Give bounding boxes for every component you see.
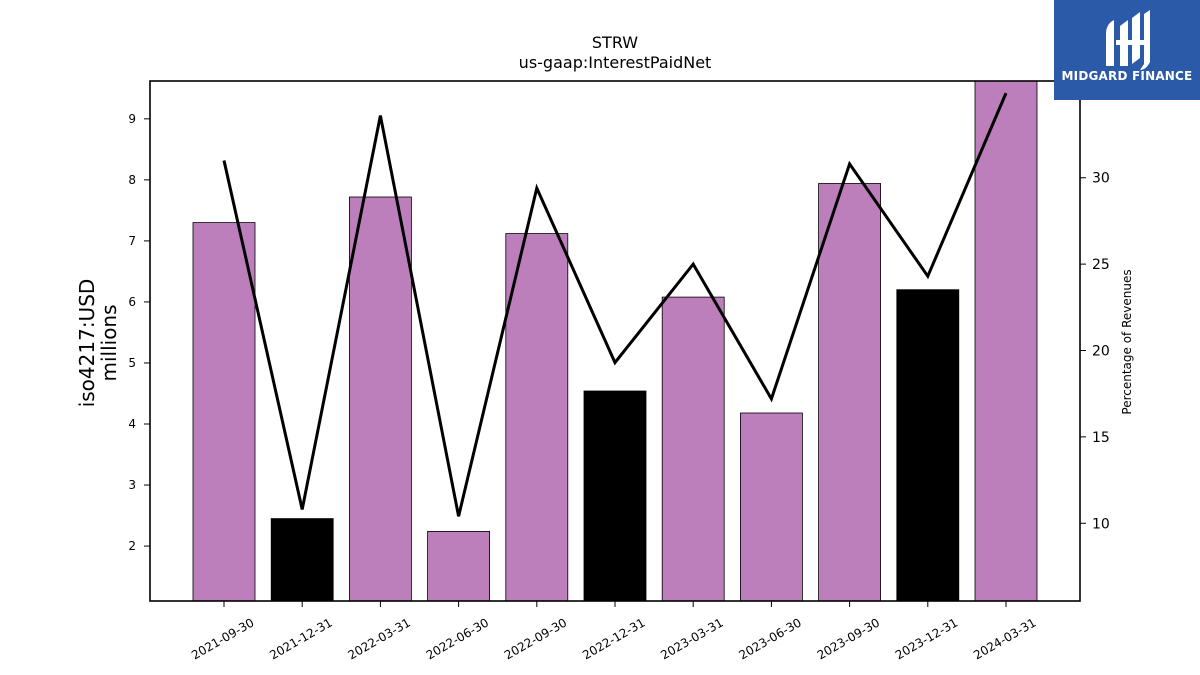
x-tick-label-2022-12-31: 2022-12-31 [580, 615, 647, 662]
x-tick-label-2022-06-30: 2022-06-30 [424, 615, 491, 662]
y-axis-label-left-line1: iso4217:USD [75, 279, 99, 408]
x-tick-label-2022-09-30: 2022-09-30 [502, 615, 569, 662]
x-tick-label-2023-12-31: 2023-12-31 [893, 615, 960, 662]
midgard-logo: MIDGARD FINANCE [1054, 0, 1200, 100]
left-axis: 2 3 4 5 6 7 8 9 [128, 112, 150, 553]
left-tick-label-8: 8 [128, 173, 136, 187]
right-tick-label-25: 25 [1092, 257, 1110, 273]
percentage-line [222, 92, 1008, 517]
midgard-logo-icon [1106, 10, 1150, 70]
x-tick-label-2023-03-31: 2023-03-31 [658, 615, 725, 662]
bar-2024-03-31 [974, 80, 1038, 602]
right-tick-label-30: 30 [1092, 171, 1110, 187]
left-tick-label-2: 2 [128, 539, 136, 553]
right-tick-label-20: 20 [1092, 344, 1110, 360]
x-tick-label-2021-09-30: 2021-09-30 [189, 615, 256, 662]
left-tick-label-6: 6 [128, 295, 136, 309]
x-tick-label-2021-12-31: 2021-12-31 [267, 615, 334, 662]
bar-2022-03-31 [348, 196, 412, 602]
left-tick-label-3: 3 [128, 478, 136, 492]
bar-2023-09-30 [818, 183, 881, 602]
left-tick-label-5: 5 [128, 356, 136, 370]
y-axis-label-right: Percentage of Revenues [1120, 269, 1134, 414]
left-tick-label-9: 9 [128, 112, 136, 126]
bar-2022-06-30 [427, 531, 491, 602]
right-axis: 10 15 20 25 30 [1080, 171, 1110, 532]
bars-layer [192, 80, 1038, 602]
bar-2023-12-31 [896, 289, 960, 602]
bar-2021-12-31 [270, 518, 334, 602]
right-tick-label-10: 10 [1092, 516, 1110, 532]
line-layer [222, 92, 1008, 517]
y-axis-label-left-line2: millions [97, 304, 121, 381]
x-tick-label-2023-09-30: 2023-09-30 [815, 615, 882, 662]
x-tick-label-2022-03-31: 2022-03-31 [345, 615, 412, 662]
chart-title: STRW [592, 33, 638, 52]
bar-2021-09-30 [192, 222, 256, 602]
chart-subtitle: us-gaap:InterestPaidNet [519, 53, 712, 72]
bar-2023-06-30 [740, 412, 803, 602]
logo-wordmark: MIDGARD FINANCE [1061, 69, 1193, 83]
left-tick-label-4: 4 [128, 417, 136, 431]
x-axis: 2021-09-30 2021-12-31 2022-03-31 2022-06-30… [189, 601, 1039, 662]
right-tick-label-15: 15 [1092, 430, 1110, 446]
bar-2022-12-31 [583, 390, 647, 602]
bar-2022-09-30 [505, 233, 569, 602]
x-tick-label-2023-06-30: 2023-06-30 [736, 615, 803, 662]
bar-2023-03-31 [661, 296, 725, 602]
left-tick-label-7: 7 [128, 234, 136, 248]
x-tick-label-2024-03-31: 2024-03-31 [971, 615, 1038, 662]
